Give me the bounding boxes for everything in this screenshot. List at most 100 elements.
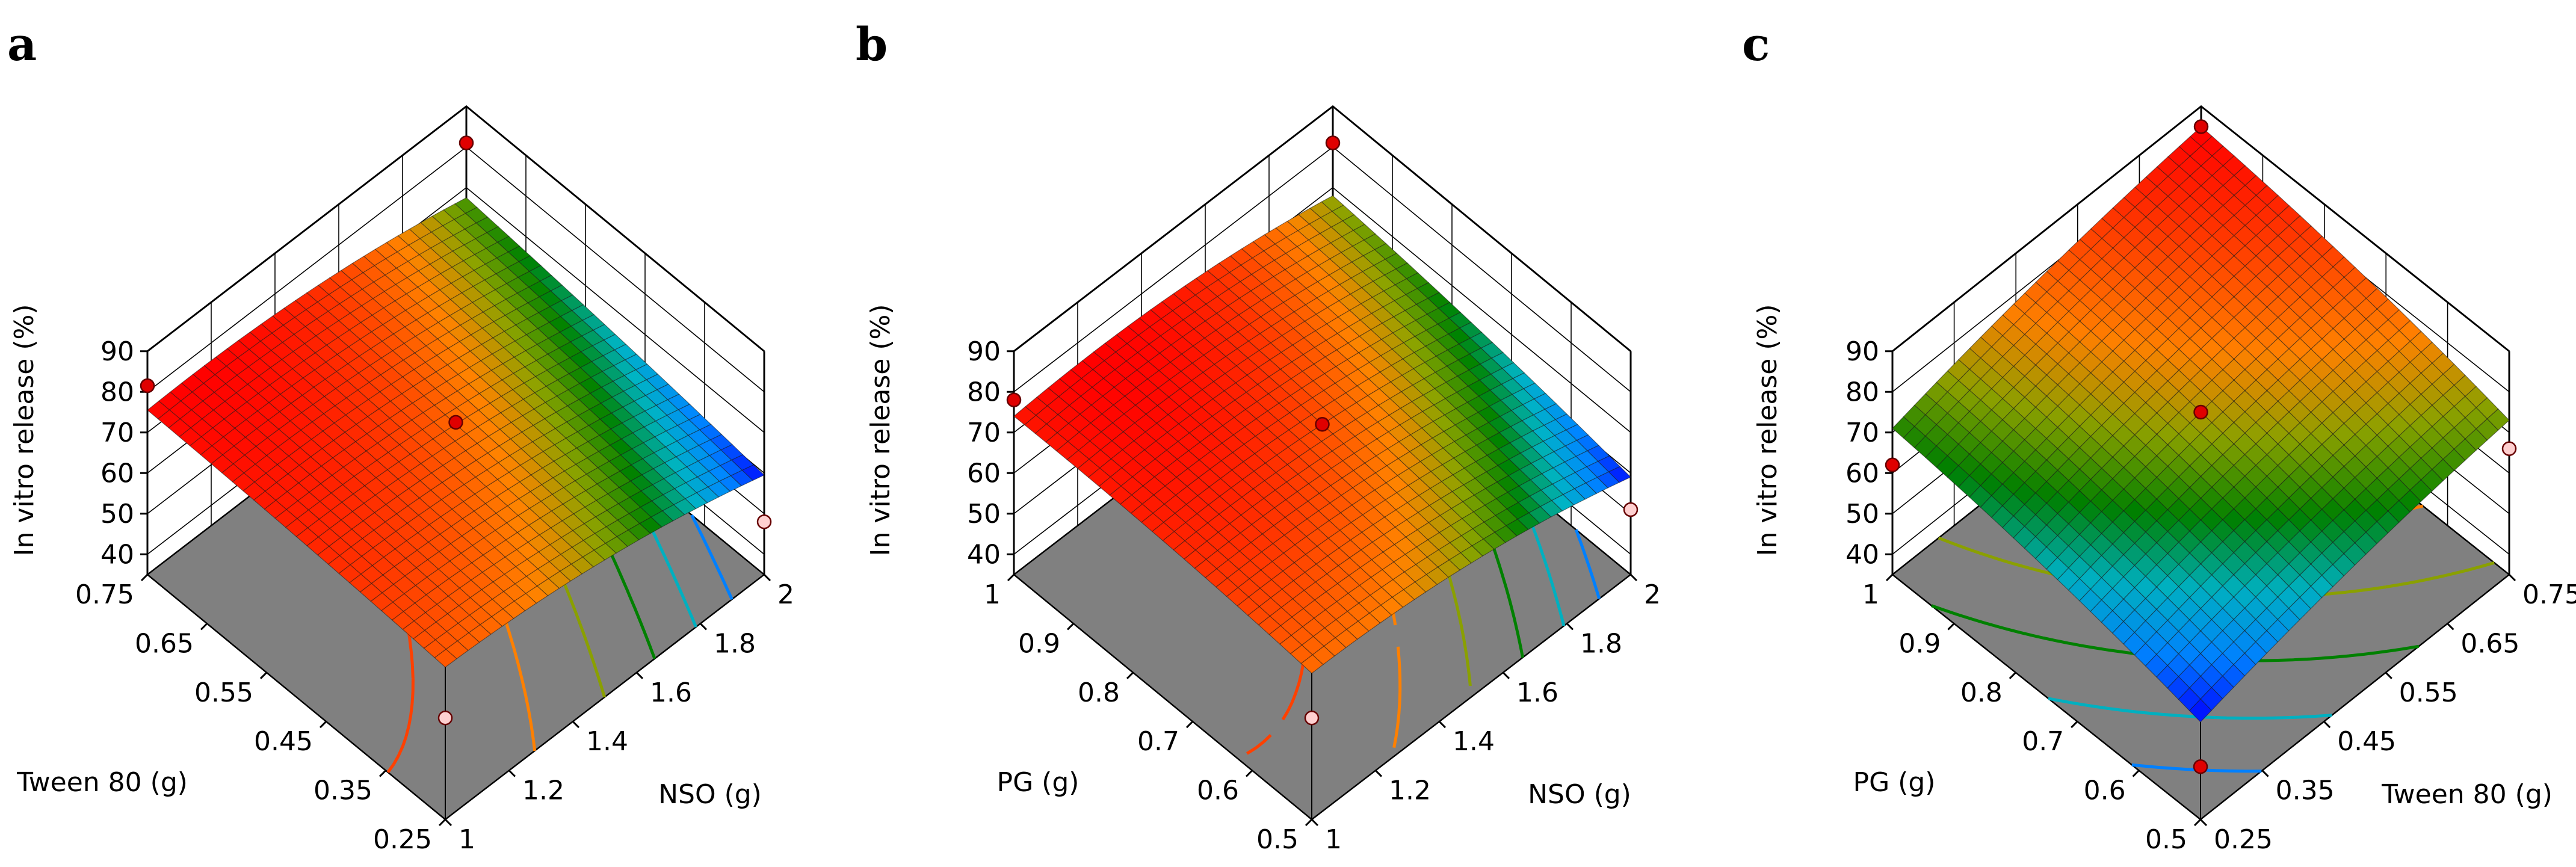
y-tick-label: 0.5 <box>2145 824 2187 855</box>
design-point <box>448 415 463 430</box>
x-tick-label: 0.55 <box>2399 677 2458 708</box>
y-tick-label: 0.6 <box>2084 776 2126 806</box>
panel-letter: b <box>856 17 888 71</box>
x-tick-mark <box>635 671 644 679</box>
y-tick-mark <box>1245 770 1253 777</box>
x-tick-mark <box>508 770 516 777</box>
z-tick-label: 60 <box>967 458 1001 489</box>
x-tick-label: 1.8 <box>1580 628 1622 659</box>
x-tick-label: 1.4 <box>1453 726 1495 757</box>
y-tick-mark <box>140 573 149 582</box>
x-tick-label: 1 <box>459 824 475 855</box>
z-tick-label: 40 <box>1846 539 1879 570</box>
z-tick-label: 70 <box>967 418 1001 448</box>
x-tick-mark <box>444 818 452 827</box>
y-tick-label: 0.8 <box>1078 677 1120 708</box>
y-tick-mark <box>1007 573 1015 582</box>
y-axis-label: Tween 80 (g) <box>16 767 188 798</box>
design-point <box>140 378 155 393</box>
y-tick-mark <box>438 818 446 827</box>
y-tick-mark <box>378 770 387 777</box>
x-axis-label: NSO (g) <box>658 779 762 810</box>
z-tick-label: 40 <box>100 539 134 570</box>
x-tick-mark <box>1502 671 1510 679</box>
y-tick-mark <box>259 671 268 679</box>
design-point <box>1304 711 1320 726</box>
x-tick-label: 0.35 <box>2276 776 2335 806</box>
y-tick-mark <box>1066 623 1075 631</box>
y-tick-label: 0.8 <box>1960 677 2003 708</box>
y-tick-mark <box>1885 573 1894 582</box>
y-tick-label: 0.5 <box>1256 824 1299 855</box>
z-tick-label: 60 <box>100 458 134 489</box>
z-tick-label: 80 <box>967 377 1001 407</box>
design-point <box>756 514 772 529</box>
x-tick-mark <box>1629 573 1638 582</box>
z-tick-label: 50 <box>967 499 1001 529</box>
z-tick-label: 60 <box>1846 458 1879 489</box>
x-tick-mark <box>2199 818 2208 827</box>
x-tick-mark <box>572 721 580 729</box>
x-tick-label: 1.2 <box>522 776 564 806</box>
x-tick-mark <box>2261 770 2269 777</box>
y-tick-label: 0.9 <box>1898 628 1941 659</box>
z-tick-label: 80 <box>100 377 134 407</box>
design-point <box>1325 135 1341 150</box>
surface-cell <box>2188 699 2213 723</box>
design-point <box>2193 119 2209 134</box>
chart-panel-a: 40 50 60 70 80 90 In vitro release (%) 1 1.2 1.4 1… <box>7 17 794 855</box>
y-tick-mark <box>319 721 327 729</box>
design-point <box>1623 502 1639 517</box>
x-tick-label: 1.8 <box>714 628 756 659</box>
z-tick-label: 90 <box>967 336 1001 367</box>
design-point <box>1315 417 1330 432</box>
x-tick-label: 1 <box>1325 824 1342 855</box>
y-tick-label: 0.9 <box>1018 628 1060 659</box>
y-tick-label: 0.6 <box>1197 776 1239 806</box>
x-tick-label: 1.6 <box>650 677 692 708</box>
y-tick-label: 0.7 <box>1137 726 1179 757</box>
y-tick-mark <box>200 623 208 631</box>
z-axis-label: In vitro release (%) <box>9 304 40 557</box>
design-point <box>437 711 453 726</box>
x-tick-mark <box>2385 671 2392 679</box>
z-tick-label: 50 <box>1846 499 1879 529</box>
design-point <box>459 135 474 150</box>
design-point <box>2193 404 2208 420</box>
x-tick-mark <box>1438 721 1447 729</box>
chart-panel-b: 40 50 60 70 80 90 In vitro release (%) 1 1.2 1.4 1… <box>856 17 1661 855</box>
panel-letter: c <box>1742 17 1770 71</box>
x-tick-label: 0.75 <box>2522 579 2576 610</box>
z-axis-label: In vitro release (%) <box>1752 304 1783 557</box>
design-point <box>2501 441 2517 456</box>
y-tick-label: 0.55 <box>194 677 253 708</box>
x-tick-mark <box>763 573 771 582</box>
response-surface <box>1013 195 1631 674</box>
design-point <box>2193 759 2208 774</box>
y-tick-label: 0.35 <box>314 776 372 806</box>
x-tick-label: 0.45 <box>2337 726 2396 757</box>
y-tick-label: 0.25 <box>373 824 432 855</box>
y-tick-label: 0.45 <box>254 726 313 757</box>
y-tick-label: 1 <box>1862 579 1879 610</box>
x-tick-mark <box>1311 818 1319 827</box>
y-tick-mark <box>2132 770 2140 777</box>
x-axis-label: NSO (g) <box>1528 779 1631 810</box>
y-tick-mark <box>1126 671 1134 679</box>
x-tick-label: 0.65 <box>2460 628 2519 659</box>
chart-panel-c: 40 50 60 70 80 90 In vitro release (%) 0.250.35… <box>1742 17 2576 855</box>
x-tick-mark <box>2508 573 2516 582</box>
surface-cell <box>434 649 457 668</box>
x-tick-mark <box>2447 623 2454 631</box>
z-tick-label: 50 <box>100 499 134 529</box>
y-tick-mark <box>1947 623 1955 631</box>
z-tick-label: 70 <box>1846 418 1879 448</box>
z-tick-label: 40 <box>967 539 1001 570</box>
response-surface <box>1892 126 2510 723</box>
x-tick-mark <box>1374 770 1383 777</box>
y-tick-mark <box>1305 818 1313 827</box>
surface-cell <box>1300 654 1324 674</box>
x-axis-label: Tween 80 (g) <box>2381 779 2553 810</box>
x-tick-mark <box>699 623 708 631</box>
y-tick-mark <box>2071 721 2078 729</box>
